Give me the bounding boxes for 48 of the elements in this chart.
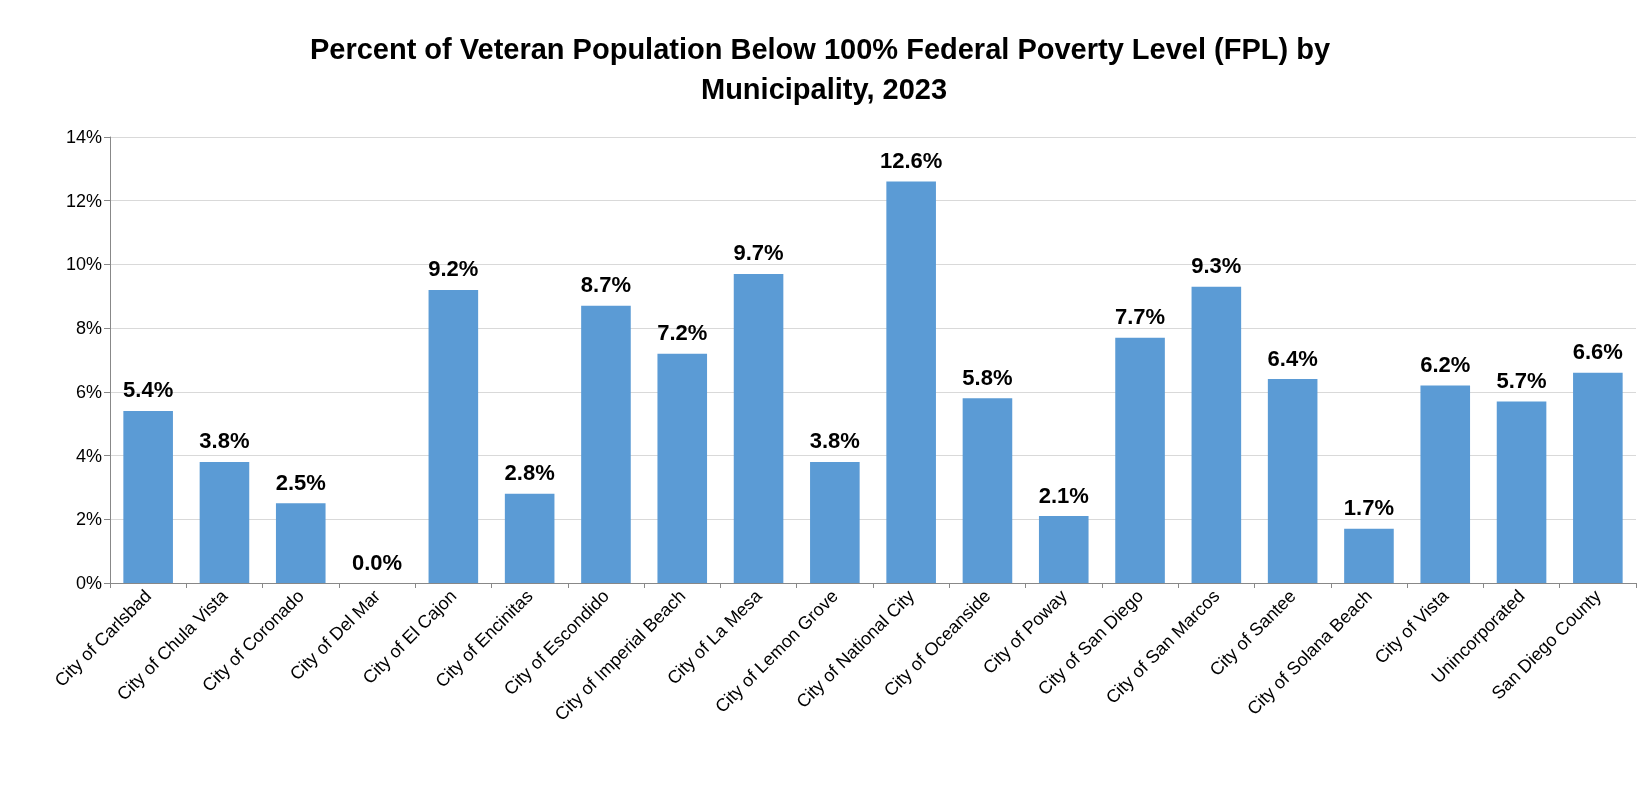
y-tick-label: 14% xyxy=(65,127,102,147)
bar xyxy=(962,398,1013,583)
data-label: 2.5% xyxy=(275,469,326,495)
bar xyxy=(1496,401,1547,583)
data-label: 3.8% xyxy=(809,428,860,454)
data-label: 9.7% xyxy=(733,240,784,266)
y-tick-label: 4% xyxy=(75,445,102,466)
bar xyxy=(1267,379,1318,583)
data-label: 6.4% xyxy=(1267,345,1318,371)
bar xyxy=(657,353,708,583)
data-label: 12.6% xyxy=(879,148,943,174)
data-label: 7.7% xyxy=(1114,304,1166,330)
data-label: 5.7% xyxy=(1496,367,1547,393)
bar xyxy=(504,493,555,583)
bar xyxy=(1344,528,1394,583)
bar xyxy=(810,461,860,583)
y-tick-label: 8% xyxy=(75,318,102,339)
bar xyxy=(275,503,326,583)
y-tick-label: 0% xyxy=(75,573,102,593)
data-label: 5.8% xyxy=(962,364,1013,390)
y-tick-label: 6% xyxy=(75,381,102,402)
bar xyxy=(1420,385,1471,583)
bar xyxy=(1115,337,1165,583)
bar xyxy=(123,410,173,583)
data-label: 1.7% xyxy=(1343,495,1395,521)
bar xyxy=(581,305,631,583)
data-label: 2.1% xyxy=(1038,482,1089,508)
data-label: 9.3% xyxy=(1191,253,1242,279)
y-tick-label: 2% xyxy=(75,509,102,530)
data-label: 9.2% xyxy=(428,256,479,282)
data-label: 3.8% xyxy=(199,428,250,454)
data-label: 0.0% xyxy=(351,549,403,575)
bar xyxy=(1191,286,1242,583)
data-label: 6.2% xyxy=(1420,351,1471,377)
bar xyxy=(1573,372,1623,583)
bar xyxy=(733,273,784,583)
data-label: 8.7% xyxy=(580,272,632,298)
bar xyxy=(1038,516,1089,583)
chart-title: Percent of Veteran Population Below 100% Federal Poverty Level (FPL) by Municipality, 2023 xyxy=(309,33,1339,105)
bar xyxy=(199,461,250,583)
y-tick-label: 12% xyxy=(65,190,102,211)
data-label: 7.2% xyxy=(657,320,708,346)
data-label: 6.6% xyxy=(1572,339,1623,365)
data-label: 5.4% xyxy=(123,377,174,403)
bar xyxy=(428,289,479,583)
data-label: 2.8% xyxy=(504,460,555,486)
y-tick-label: 10% xyxy=(65,254,102,275)
bar xyxy=(886,181,936,583)
